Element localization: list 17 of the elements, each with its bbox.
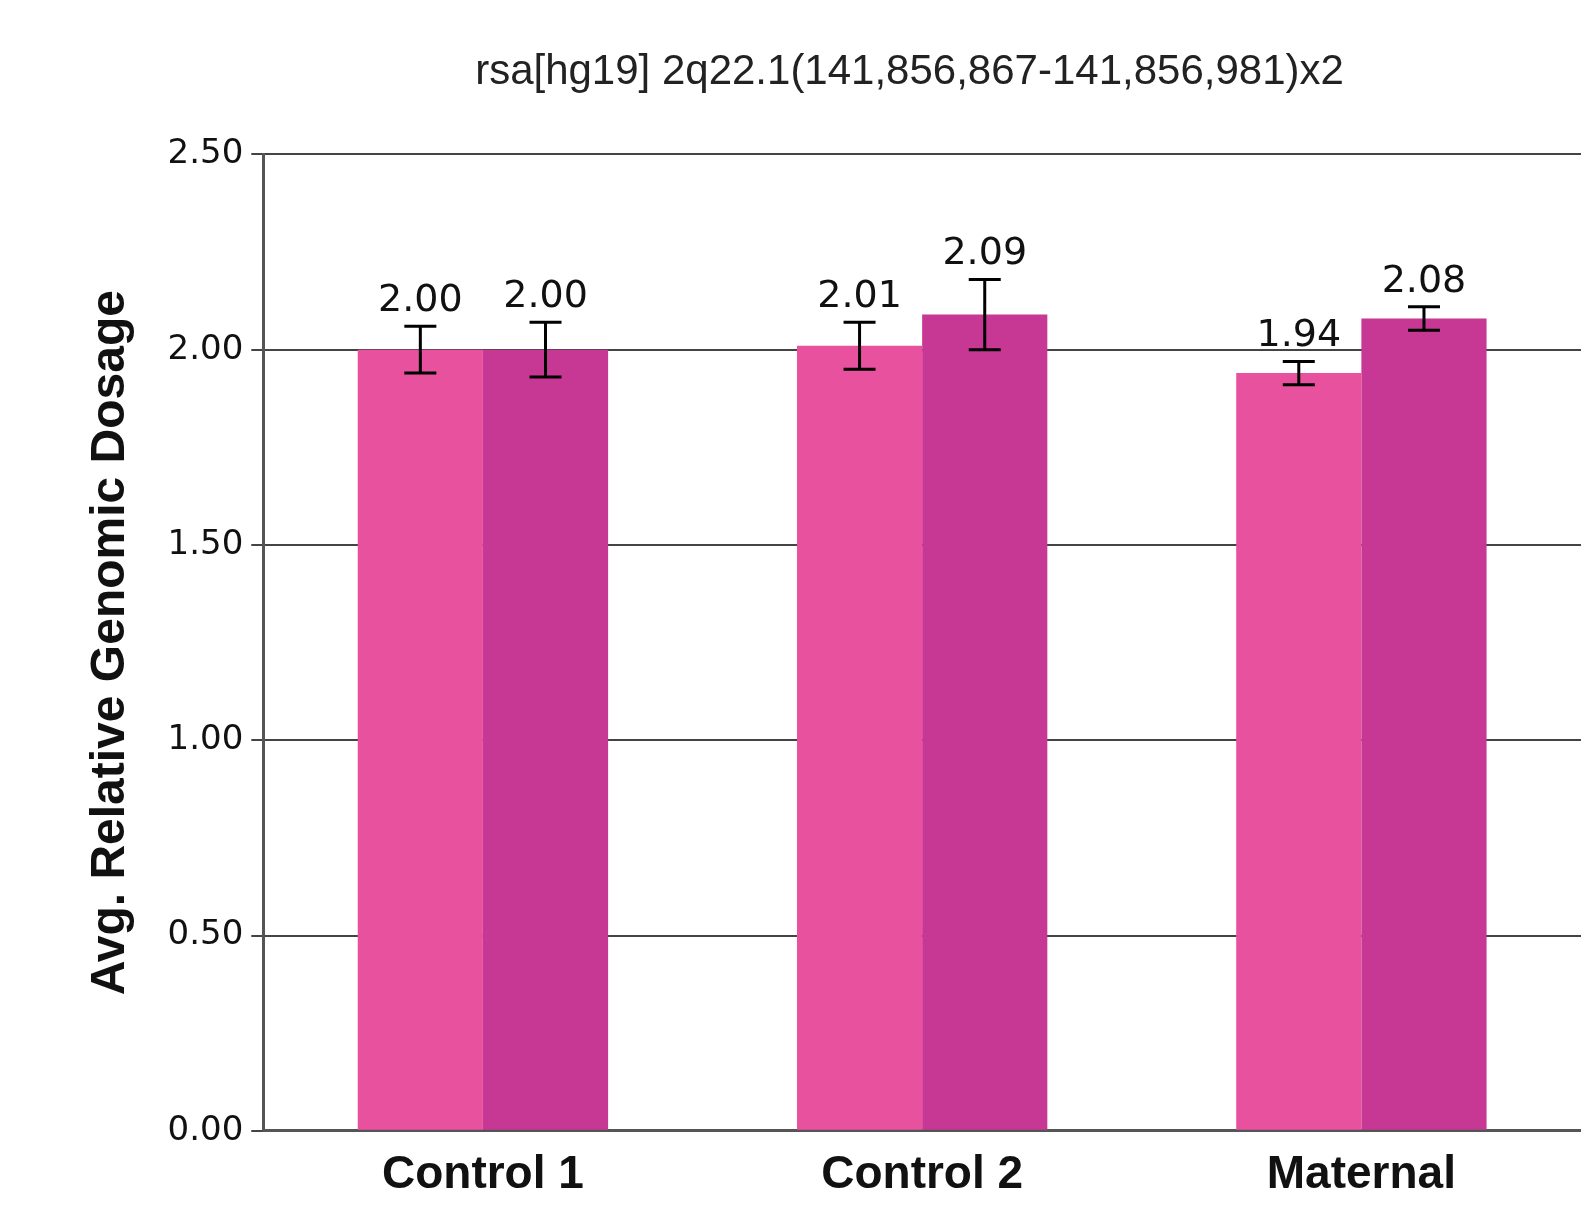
- x-tick-label: Control 1: [381, 1146, 584, 1199]
- chart-subtitle: rsa[hg19] 2q22.1(141,856,867-141,856,981)x2: [474, 45, 1345, 95]
- data-label: 2.09: [942, 229, 1028, 274]
- y-tick-label: 0.50: [167, 912, 244, 953]
- data-label: 2.00: [503, 272, 588, 317]
- data-label: 2.00: [378, 276, 463, 321]
- y-tick-label: 2.00: [167, 326, 244, 367]
- data-label: 1.94: [1256, 311, 1342, 356]
- x-tick-label: Control 2: [821, 1146, 1024, 1199]
- y-tick-label: 0.00: [167, 1107, 244, 1148]
- y-tick-label: 1.50: [167, 521, 244, 562]
- data-label: 2.08: [1381, 256, 1467, 301]
- data-label: 2.01: [817, 272, 902, 317]
- y-tick-label: 1.00: [167, 717, 244, 758]
- y-tick-label: 2.50: [167, 131, 244, 172]
- y-axis-title: Avg. Relative Genomic Dosage: [81, 290, 135, 996]
- x-tick-label: Maternal: [1266, 1146, 1456, 1199]
